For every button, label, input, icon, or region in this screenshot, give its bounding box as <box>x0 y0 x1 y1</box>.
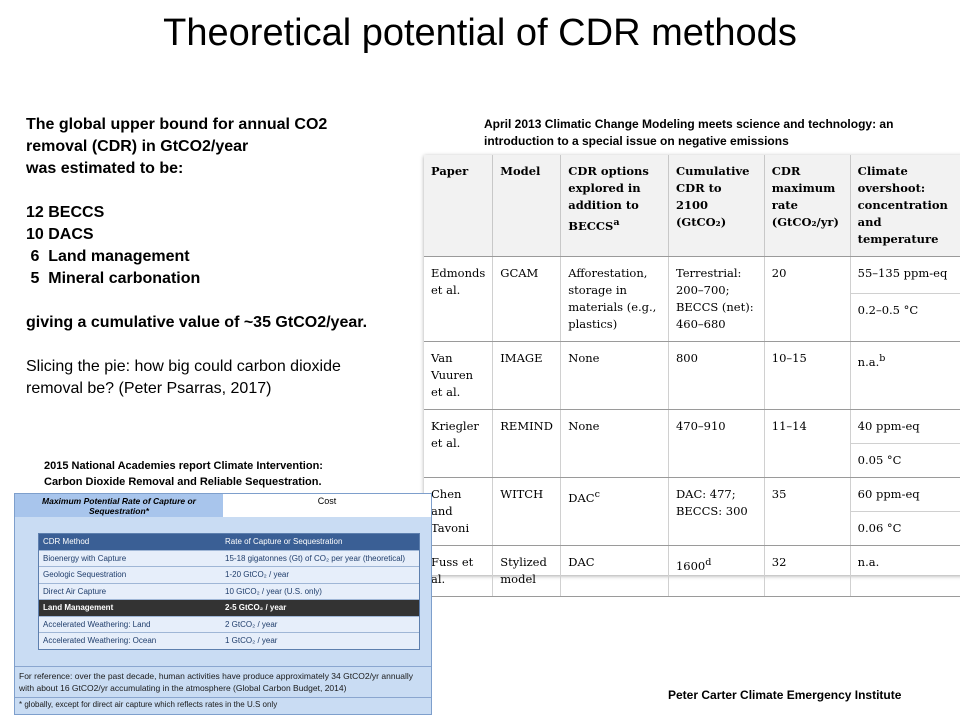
nas-inner-header: CDR Method Rate of Capture or Sequestrat… <box>39 534 419 551</box>
summary-text: The global upper bound for annual CO2 re… <box>26 114 406 400</box>
table-row: Kriegler et al. REMIND None 470–910 11–1… <box>424 409 960 478</box>
nas-table-caption: 2015 National Academies report Climate I… <box>44 458 434 490</box>
estimate-item: 12 BECCS <box>26 204 105 221</box>
credit-text: Peter Carter Climate Emergency Institute <box>668 688 902 702</box>
table-row: Accelerated Weathering: Land 2 GtCO₂ / y… <box>39 617 419 633</box>
nas-header-cost: Cost <box>223 494 431 517</box>
cell-cumulative: DAC: 477; BECCS: 300 <box>668 477 765 546</box>
cell-options: None <box>560 341 669 410</box>
intro-line-3: was estimated to be: <box>26 160 184 177</box>
paper-table-caption: April 2013 Climatic Change Modeling meet… <box>484 116 954 150</box>
nas-report-table: Maximum Potential Rate of Capture or Seq… <box>14 493 432 715</box>
cell-options: None <box>560 409 669 478</box>
cell-options: Afforestation, storage in materials (e.g… <box>560 256 669 342</box>
table-row: 0.06 °C <box>424 511 960 546</box>
cell-paper: Fuss et al. <box>424 545 494 597</box>
cell-overshoot: 55–135 ppm-eq <box>850 256 960 294</box>
nas-header-row: Maximum Potential Rate of Capture or Seq… <box>15 494 431 517</box>
cell-cumulative: Terrestrial: 200–700; BECCS (net): 460–6… <box>668 256 765 342</box>
cell-model: Stylized model <box>492 545 562 597</box>
cell-overshoot: 0.06 °C <box>850 511 960 546</box>
cell-cumulative: 800 <box>668 341 765 410</box>
paper-comparison-table: Paper Model CDR options explored in addi… <box>424 155 960 597</box>
estimate-item: 6 Land management <box>26 248 190 265</box>
caption-line-1: April 2013 Climatic Change Modeling meet… <box>484 117 894 131</box>
cell-paper: Van Vuuren et al. <box>424 341 494 410</box>
cumulative-line: giving a cumulative value of ~35 GtCO2/y… <box>26 314 368 331</box>
intro-line-2: removal (CDR) in GtCO2/year <box>26 138 249 155</box>
cell-cumulative: 470–910 <box>668 409 765 478</box>
cell-overshoot: n.a.b <box>850 341 960 410</box>
caption-line-2: Carbon Dioxide Removal and Reliable Sequ… <box>44 476 322 488</box>
table-row: Geologic Sequestration 1-20 GtCO₂ / year <box>39 567 419 584</box>
reference-line-2: removal be? (Peter Psarras, 2017) <box>26 380 272 397</box>
table-row: Van Vuuren et al. IMAGE None 800 10–15 n… <box>424 341 960 410</box>
divider <box>15 666 431 667</box>
slide-title: Theoretical potential of CDR methods <box>163 12 797 54</box>
header-paper: Paper <box>424 155 494 257</box>
cell-rate: 10–15 <box>764 341 851 410</box>
cell-rate: 20 <box>764 256 851 342</box>
cell-overshoot: n.a. <box>850 545 960 597</box>
caption-line-1: 2015 National Academies report Climate I… <box>44 460 323 472</box>
table-row: Direct Air Capture 10 GtCO₂ / year (U.S.… <box>39 584 419 600</box>
footnote: * globally, except for direct air captur… <box>19 700 278 709</box>
table-row-highlighted: Land Management 2-5 GtCO₂ / year <box>39 600 419 617</box>
cell-model: REMIND <box>492 409 562 478</box>
intro-line-1: The global upper bound for annual CO2 <box>26 116 328 133</box>
divider <box>15 697 431 698</box>
table-row: Accelerated Weathering: Ocean 1 GtCO₂ / … <box>43 636 278 645</box>
cell-overshoot: 40 ppm-eq <box>850 409 960 444</box>
cell-model: IMAGE <box>492 341 562 410</box>
cell-model: WITCH <box>492 477 562 546</box>
cell-overshoot: 0.2–0.5 °C <box>850 293 960 342</box>
table-row: Chen and Tavoni WITCH DACc DAC: 477; BEC… <box>424 477 960 546</box>
reference-line-1: Slicing the pie: how big could carbon di… <box>26 358 341 375</box>
cell-cumulative: 1600d <box>668 545 765 597</box>
table-header-row: Paper Model CDR options explored in addi… <box>424 155 960 257</box>
cell-overshoot: 60 ppm-eq <box>850 477 960 512</box>
estimate-item: 10 DACS <box>26 226 94 243</box>
table-row: Fuss et al. Stylized model DAC 1600d 32 … <box>424 545 960 597</box>
header-overshoot: Climate overshoot: concentration and tem… <box>850 155 960 257</box>
cell-rate: 35 <box>764 477 851 546</box>
header-rate: CDR maximum rate (GtCO₂/yr) <box>764 155 851 257</box>
reference-note: For reference: over the past decade, hum… <box>19 671 414 693</box>
cell-paper: Kriegler et al. <box>424 409 494 478</box>
header-model: Model <box>492 155 562 257</box>
cell-rate: 32 <box>764 545 851 597</box>
header-cumulative: Cumulative CDR to 2100 (GtCO₂) <box>668 155 765 257</box>
cell-options: DAC <box>560 545 669 597</box>
cell-options: DACc <box>560 477 669 546</box>
cell-model: GCAM <box>492 256 562 342</box>
caption-line-2: introduction to a special issue on negat… <box>484 134 789 148</box>
nas-header-capture: Maximum Potential Rate of Capture or Seq… <box>15 494 223 517</box>
table-row: Edmonds et al. GCAM Afforestation, stora… <box>424 256 960 342</box>
cell-rate: 11–14 <box>764 409 851 478</box>
table-row: Bioenergy with Capture 15-18 gigatonnes … <box>39 551 419 567</box>
cell-overshoot: 0.05 °C <box>850 443 960 478</box>
nas-inner-table: CDR Method Rate of Capture or Sequestrat… <box>38 533 420 650</box>
table-row: 0.2–0.5 °C <box>424 293 960 342</box>
table-row: 0.05 °C <box>424 443 960 478</box>
cell-paper: Edmonds et al. <box>424 256 494 342</box>
header-options: CDR options explored in addition to BECC… <box>560 155 669 257</box>
cell-paper: Chen and Tavoni <box>424 477 494 546</box>
estimate-item: 5 Mineral carbonation <box>26 270 201 287</box>
